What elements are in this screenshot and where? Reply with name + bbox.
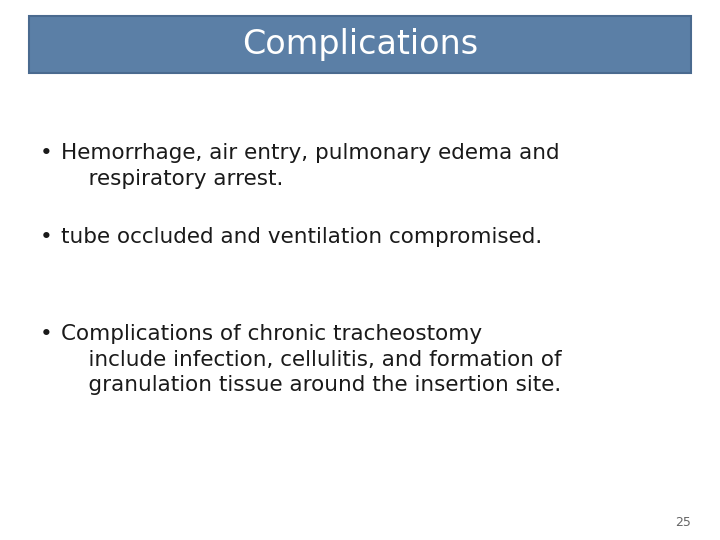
Text: 25: 25 <box>675 516 691 529</box>
FancyBboxPatch shape <box>29 16 691 73</box>
Text: •: • <box>40 324 53 344</box>
Text: Hemorrhage, air entry, pulmonary edema and
    respiratory arrest.: Hemorrhage, air entry, pulmonary edema a… <box>61 143 560 188</box>
Text: tube occluded and ventilation compromised.: tube occluded and ventilation compromise… <box>61 227 542 247</box>
Text: Complications of chronic tracheostomy
    include infection, cellulitis, and for: Complications of chronic tracheostomy in… <box>61 324 562 395</box>
Text: Complications: Complications <box>242 28 478 61</box>
Text: •: • <box>40 227 53 247</box>
Text: •: • <box>40 143 53 163</box>
